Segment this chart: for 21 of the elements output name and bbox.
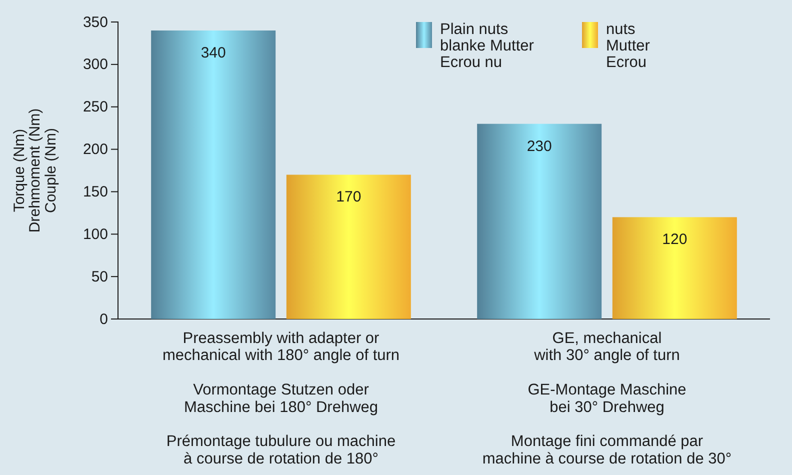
y-tick-label: 200 bbox=[82, 141, 108, 158]
y-tick-label: 300 bbox=[82, 56, 108, 74]
data-label: 340 bbox=[200, 44, 226, 62]
x-tick-label: GE, mechanical with 30° angle of turn GE-Montage Maschine bei 30° Drehweg Montage fini commandé par machine à course de rotation de 30° bbox=[482, 330, 732, 468]
bar bbox=[477, 124, 602, 319]
y-tick-label: 150 bbox=[82, 184, 108, 201]
y-tick-label: 100 bbox=[82, 226, 108, 243]
x-tick-label: Preassembly with adapter or mechanical with 180° angle of turn Vormontage Stutzen oder Maschine bei 180° Drehweg Prémontage tubulure ou machine à course de rotation de 180° bbox=[162, 330, 400, 468]
legend-label: Plain nuts blanke Mutter Ecrou nu bbox=[440, 21, 534, 71]
bar bbox=[612, 217, 737, 319]
data-label: 170 bbox=[336, 188, 362, 206]
bar bbox=[286, 174, 411, 319]
bar bbox=[151, 30, 276, 319]
data-label: 230 bbox=[526, 138, 552, 155]
y-axis-title: Torque (Nm) Drehmoment (Nm) Couple (Nm) bbox=[11, 108, 60, 233]
legend-label: nuts Mutter Ecrou bbox=[606, 21, 650, 71]
y-tick-label: 0 bbox=[100, 310, 108, 328]
y-tick-label: 350 bbox=[82, 14, 108, 31]
y-tick-label: 50 bbox=[91, 268, 108, 286]
data-label: 120 bbox=[662, 231, 688, 248]
y-tick-label: 250 bbox=[82, 98, 108, 116]
